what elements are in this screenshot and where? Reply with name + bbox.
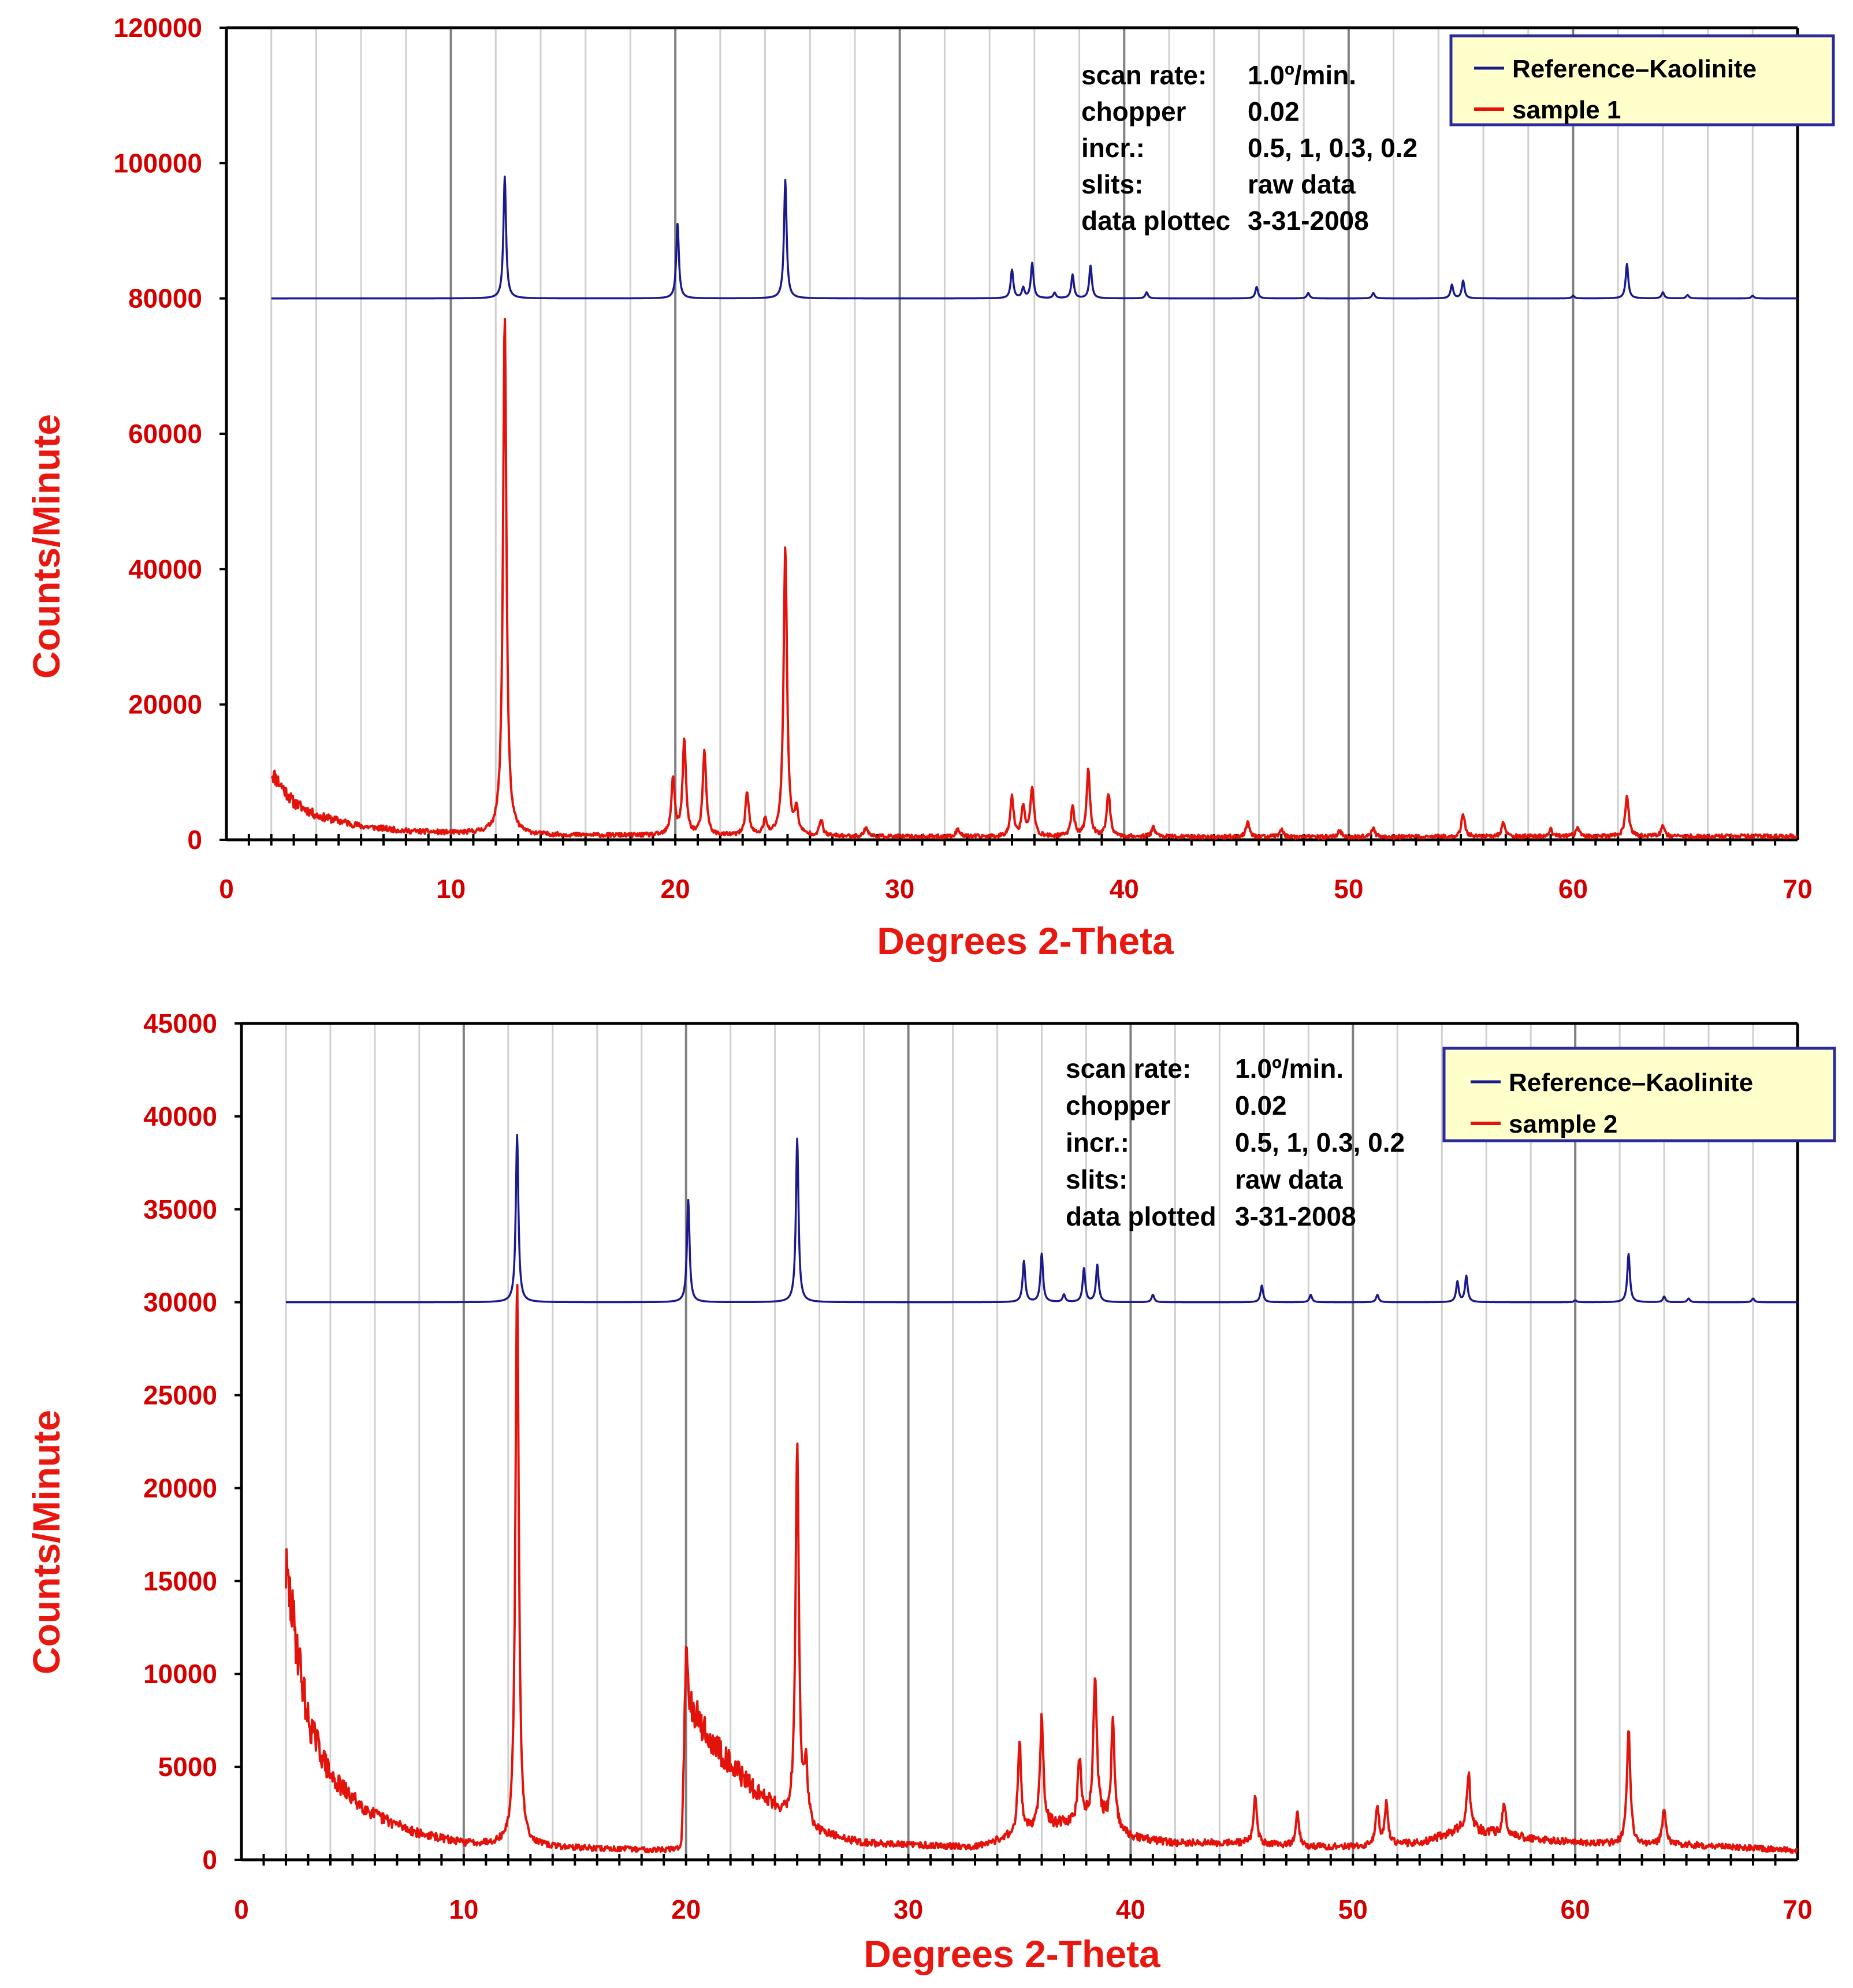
y-tick-label: 80000 [128,284,202,314]
y-tick-label: 15000 [143,1566,217,1596]
y-axis-title: Counts/Minute [25,414,68,679]
incr-value: 0.5, 1, 0.3, 0.2 [1248,133,1417,163]
reference-series-line [270,175,1798,300]
x-tick-label: 20 [671,1894,701,1924]
legend: Reference–Kaolinite sample 2 [1442,1047,1836,1142]
axis-ticks: 0 10 20 30 40 50 60 70 0 20000 40000 60000 80000 1000… [114,13,1813,904]
x-tick-label: 20 [661,874,690,904]
scan-rate-label: scan rate: [1081,60,1207,90]
incr-label: incr.: [1066,1127,1129,1157]
x-tick-label: 60 [1561,1894,1590,1924]
legend-sample-label: sample 1 [1512,96,1621,124]
y-tick-label: 40000 [128,554,202,584]
legend-sample-label: sample 2 [1509,1110,1617,1138]
scan-info-block: scan rate: 1.0º/min. chopper 0.02 incr.:… [1081,60,1417,236]
vertical-grid [285,1023,1754,1860]
y-tick-label: 0 [187,825,202,855]
y-tick-label: 30000 [143,1287,217,1317]
chart-panel-sample-2: 0 10 20 30 40 50 60 70 0 5000 10000 15000 20000 25000… [25,1008,1836,1975]
y-tick-label: 35000 [143,1194,217,1224]
scan-rate-value: 1.0º/min. [1235,1053,1344,1084]
y-tick-label: 0 [202,1845,217,1875]
y-tick-label: 20000 [143,1473,217,1503]
y-axis-title: Counts/Minute [25,1410,68,1674]
x-tick-label: 50 [1338,1894,1368,1924]
y-tick-label: 100000 [114,148,203,178]
x-tick-label: 40 [1116,1894,1145,1924]
x-tick-label: 70 [1783,874,1812,904]
x-tick-label: 60 [1558,874,1588,904]
x-tick-label: 30 [885,874,914,904]
data-plotted-value: 3-31-2008 [1248,206,1369,236]
y-tick-label: 20000 [128,690,202,720]
slits-label: slits: [1081,169,1143,199]
axis-ticks: 0 10 20 30 40 50 60 70 0 5000 10000 15000 20000 25000… [143,1008,1813,1924]
series-lines [270,175,1798,840]
x-tick-label: 10 [449,1894,478,1924]
legend: Reference–Kaolinite sample 1 [1449,34,1835,126]
x-axis-title: Degrees 2-Theta [877,919,1174,962]
data-plotted-value: 3-31-2008 [1235,1201,1356,1231]
incr-label: incr.: [1081,133,1145,163]
y-tick-label: 10000 [143,1659,217,1689]
x-axis-title: Degrees 2-Theta [864,1933,1161,1975]
chart-panel-sample-1: 0 10 20 30 40 50 60 70 0 20000 40000 60000 80000 1000… [25,13,1835,962]
vertical-grid [270,28,1754,840]
series-lines [285,1134,1798,1854]
x-tick-label: 40 [1110,874,1139,904]
reference-series-line [285,1134,1798,1304]
chopper-label: chopper [1081,96,1186,126]
x-tick-label: 0 [234,1894,249,1924]
legend-reference-label: Reference–Kaolinite [1509,1069,1753,1097]
sample-series-line [285,1283,1798,1854]
chopper-label: chopper [1066,1090,1171,1120]
slits-value: raw data [1235,1164,1343,1194]
legend-box [1442,1047,1836,1142]
incr-value: 0.5, 1, 0.3, 0.2 [1235,1127,1405,1157]
x-tick-label: 0 [219,874,234,904]
legend-box [1449,34,1835,126]
chopper-value: 0.02 [1248,96,1300,126]
slits-value: raw data [1248,169,1356,199]
y-tick-label: 5000 [158,1752,217,1782]
y-tick-label: 40000 [143,1101,217,1131]
y-tick-label: 60000 [128,419,202,449]
x-tick-label: 50 [1334,874,1363,904]
y-tick-label: 120000 [114,13,203,43]
y-tick-label: 25000 [143,1380,217,1410]
x-tick-label: 10 [436,874,466,904]
scan-rate-label: scan rate: [1066,1053,1191,1084]
legend-reference-label: Reference–Kaolinite [1512,55,1757,83]
x-tick-label: 70 [1783,1894,1812,1924]
y-tick-label: 45000 [143,1008,217,1038]
slits-label: slits: [1066,1164,1128,1194]
scan-rate-value: 1.0º/min. [1248,60,1356,90]
data-plotted-label: data plotted [1066,1201,1216,1231]
sample-series-line [270,318,1798,840]
chopper-value: 0.02 [1235,1090,1287,1120]
x-tick-label: 30 [894,1894,923,1924]
scan-info-block: scan rate: 1.0º/min. chopper 0.02 incr.:… [1066,1053,1405,1231]
data-plotted-label: data plottec [1081,206,1230,236]
